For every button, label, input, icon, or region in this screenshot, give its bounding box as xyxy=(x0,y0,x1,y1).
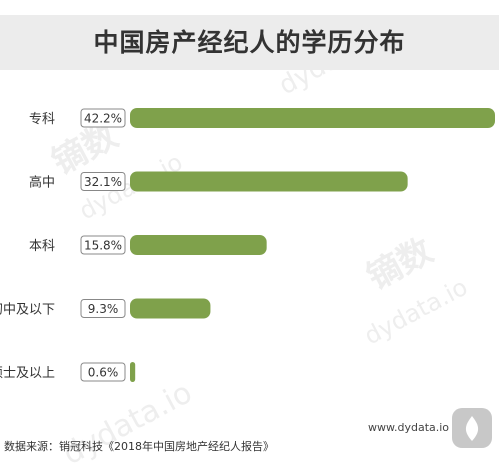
category-label: 高中 xyxy=(29,175,55,191)
title-bar: 中国房产经纪人的学历分布 xyxy=(0,15,499,70)
value-label: 0.6% xyxy=(88,366,119,380)
watermark-brand-cn: 镝数 xyxy=(360,231,439,298)
dydata-logo-icon xyxy=(452,408,492,452)
value-label: 32.1% xyxy=(84,175,122,189)
bar-0 xyxy=(130,108,495,128)
category-label: 初中及以下 xyxy=(0,303,55,318)
value-label-box xyxy=(80,235,126,255)
category-label: 专科 xyxy=(29,112,55,127)
bar-4 xyxy=(130,362,136,382)
value-label: 42.2% xyxy=(84,112,122,126)
category-label: 硕士及以上 xyxy=(0,366,55,381)
value-label-box xyxy=(80,362,126,382)
value-label-box xyxy=(80,172,126,191)
bar-3 xyxy=(130,298,211,319)
bar-2 xyxy=(130,235,267,255)
value-label-box xyxy=(80,299,126,318)
value-label-box xyxy=(80,108,126,128)
bar-1 xyxy=(130,171,408,192)
footer-url: www.dydata.io xyxy=(368,421,450,434)
bars-group: 专科 42.2% 高中 32.1% 本科 15.8% 初中及以下 9.3% 硕士及以上 0.6% xyxy=(0,108,495,382)
watermark-brand-en: dydata.io xyxy=(57,375,198,471)
chart-title: 中国房产经纪人的学历分布 xyxy=(93,28,406,57)
source-note: 数据来源：销冠科技《2018年中国房地产经纪人报告》 xyxy=(4,440,274,453)
value-label: 15.8% xyxy=(84,239,122,253)
value-label: 9.3% xyxy=(88,302,119,316)
category-label: 本科 xyxy=(29,239,55,254)
